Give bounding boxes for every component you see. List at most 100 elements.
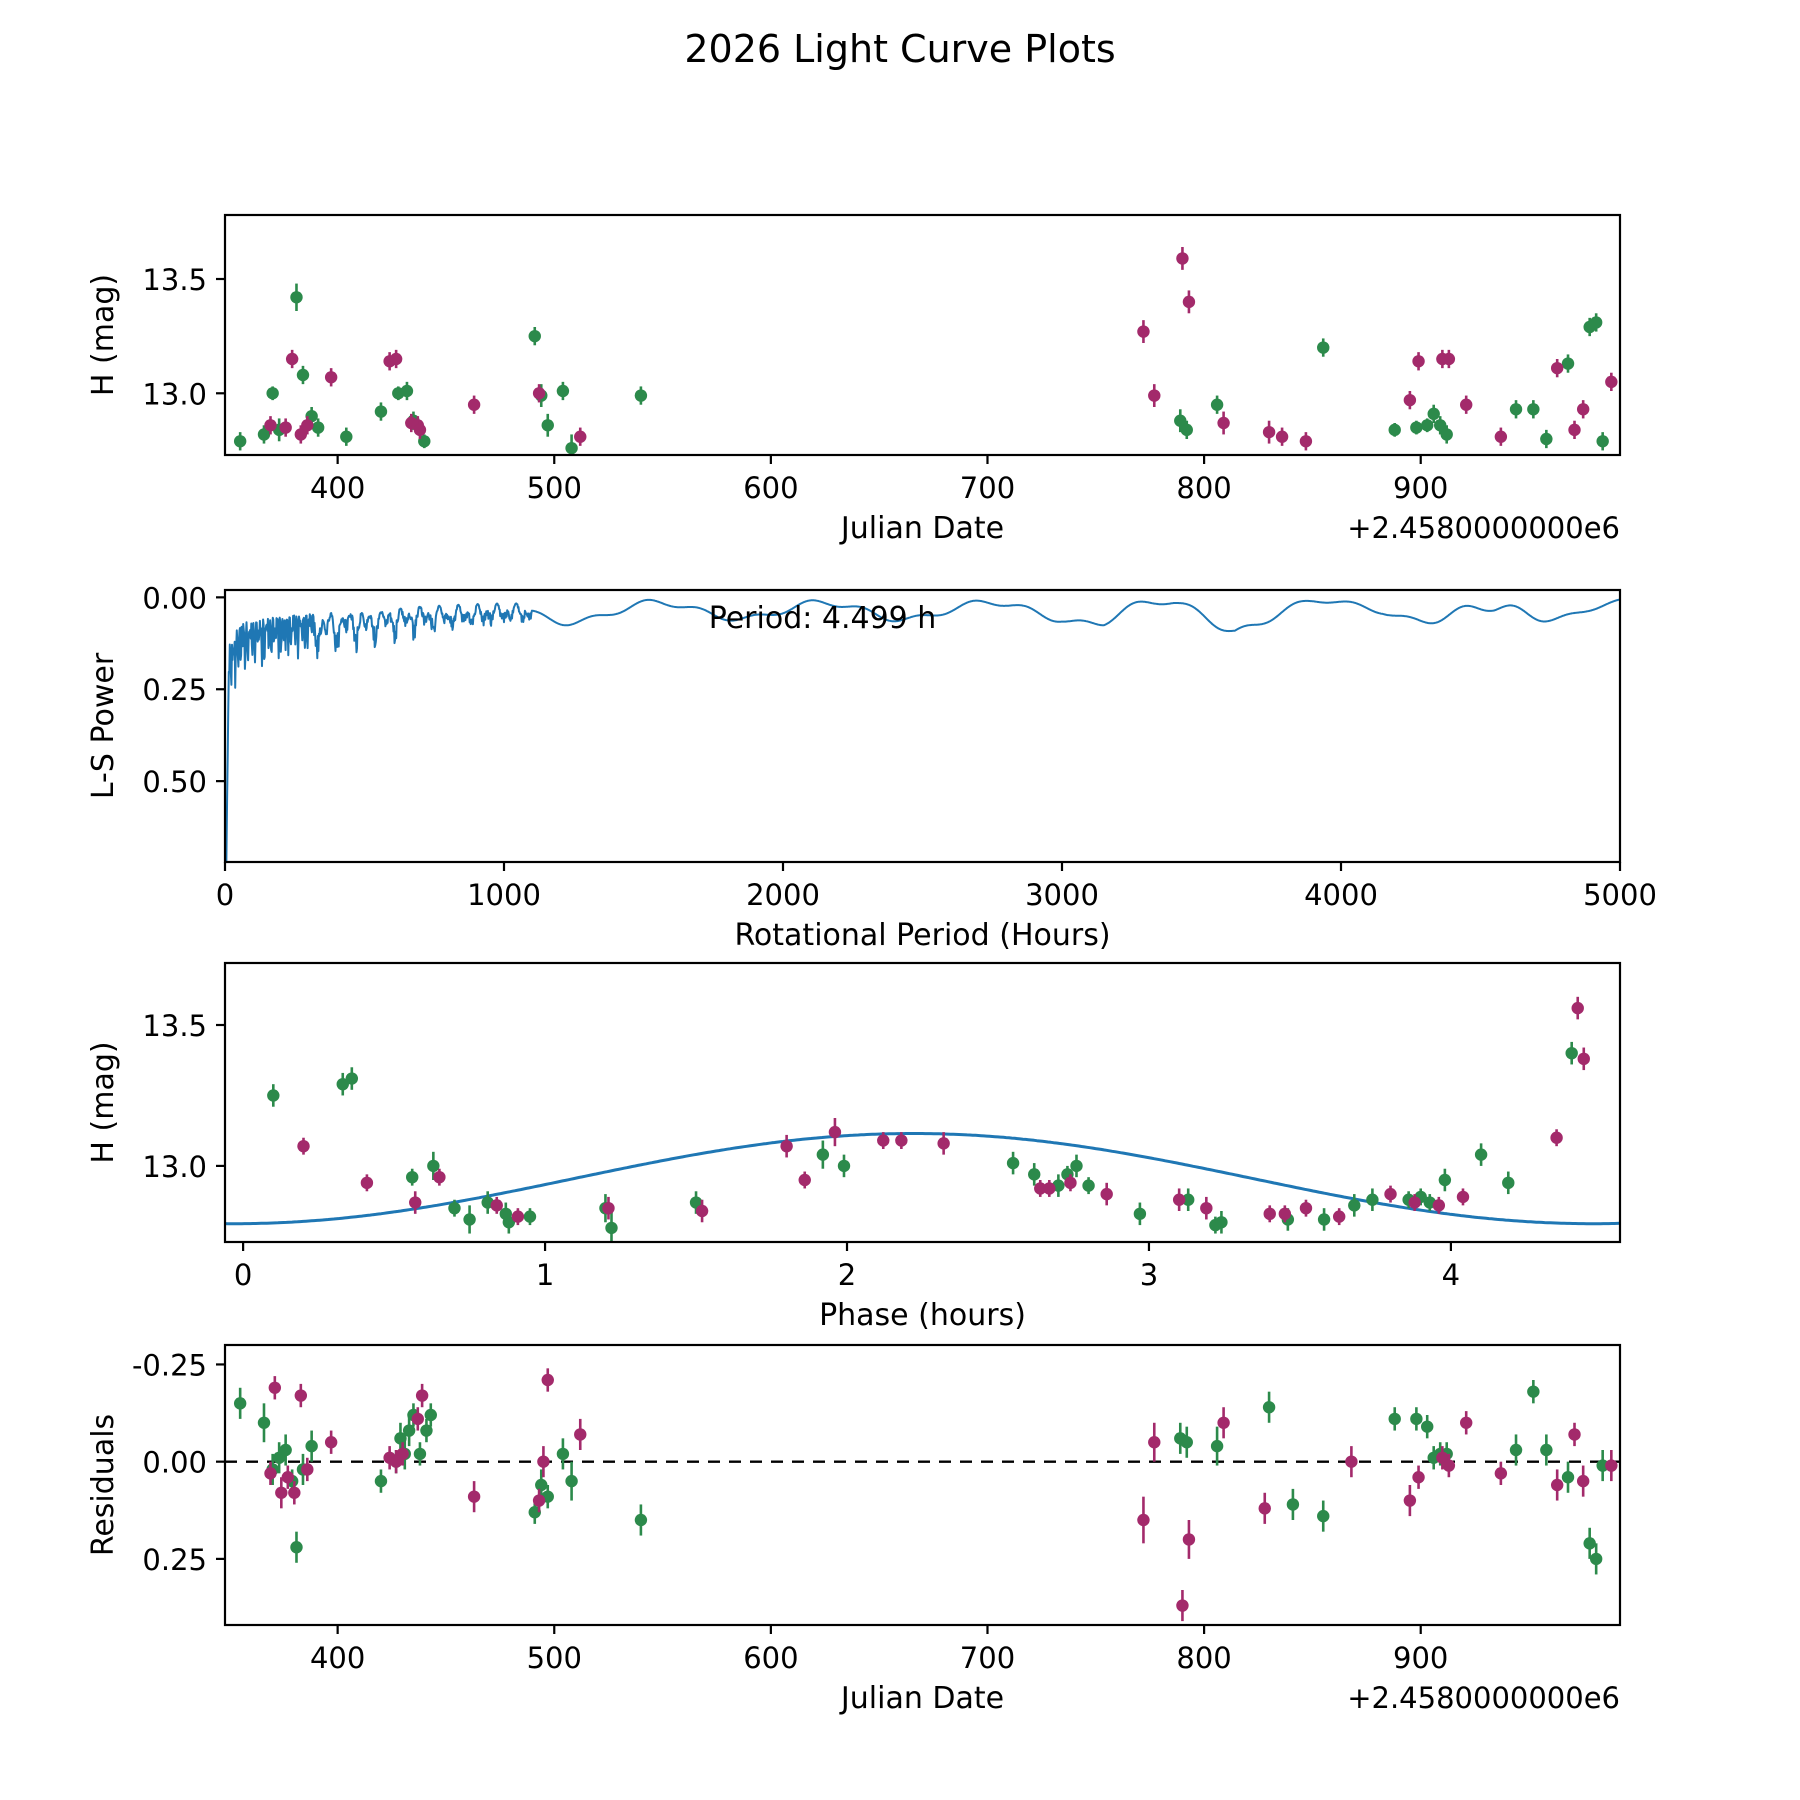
x-tick-label: 700 bbox=[960, 1641, 1015, 1675]
data-point bbox=[1421, 419, 1434, 432]
data-point bbox=[1258, 1502, 1271, 1515]
data-point bbox=[1550, 1478, 1564, 1492]
data-point bbox=[1605, 1459, 1618, 1472]
data-point bbox=[296, 368, 310, 382]
series-magenta bbox=[264, 1368, 1618, 1622]
x-axis-label: Phase (hours) bbox=[819, 1298, 1026, 1333]
data-point bbox=[1137, 1513, 1150, 1527]
data-point bbox=[1576, 403, 1590, 416]
data-point bbox=[301, 419, 314, 432]
x-axis-label: Julian Date bbox=[839, 511, 1004, 546]
series-green bbox=[233, 283, 1609, 455]
data-point bbox=[490, 1199, 503, 1212]
series-magenta bbox=[264, 247, 1618, 451]
data-point bbox=[780, 1139, 793, 1153]
data-point bbox=[374, 405, 388, 418]
data-point bbox=[1148, 1436, 1161, 1449]
data-point bbox=[1509, 403, 1523, 416]
data-point bbox=[523, 1210, 537, 1223]
data-point bbox=[556, 1447, 570, 1461]
y-tick-label: 13.5 bbox=[142, 263, 207, 297]
panel-lightcurve: 400 500 600 700 800 900 13.5 13.0 Julian Date H (… bbox=[86, 213, 1622, 546]
data-point bbox=[294, 428, 308, 441]
panel-phasefold: 0 1 2 3 4 13.5 13.0 Phase (hours) H (mag) bbox=[86, 961, 1622, 1333]
data-point bbox=[828, 1125, 842, 1139]
data-point bbox=[1412, 355, 1425, 368]
data-point bbox=[257, 428, 271, 441]
x-tick-label: 700 bbox=[960, 471, 1015, 505]
x-tick-label: 2000 bbox=[746, 878, 820, 912]
x-tick-label: 900 bbox=[1393, 1641, 1448, 1675]
plot-area-periodogram bbox=[225, 598, 1620, 862]
data-point bbox=[1317, 1213, 1331, 1226]
data-point bbox=[311, 421, 325, 434]
data-point bbox=[324, 1436, 338, 1449]
data-point bbox=[264, 419, 277, 432]
data-point bbox=[565, 1474, 578, 1488]
data-point bbox=[1180, 423, 1193, 437]
data-point bbox=[1100, 1187, 1113, 1201]
data-point bbox=[1082, 1179, 1095, 1192]
data-point bbox=[360, 1176, 374, 1190]
data-point bbox=[1262, 1401, 1276, 1414]
data-point bbox=[1403, 1494, 1417, 1507]
data-point bbox=[275, 1486, 288, 1499]
data-point bbox=[297, 1139, 310, 1153]
data-point bbox=[1278, 1207, 1292, 1221]
sinusoid-fit-line bbox=[225, 1132, 1620, 1226]
data-point bbox=[290, 291, 303, 304]
data-point bbox=[1589, 1552, 1603, 1566]
data-point bbox=[1410, 421, 1423, 434]
data-point bbox=[1172, 1193, 1186, 1206]
data-point bbox=[877, 1134, 890, 1147]
data-point bbox=[467, 398, 481, 411]
data-point bbox=[1388, 1412, 1401, 1426]
data-point bbox=[290, 1541, 303, 1554]
data-point bbox=[1540, 1443, 1553, 1457]
y-tick-label: 0.25 bbox=[142, 1543, 207, 1577]
data-point bbox=[1210, 1439, 1224, 1453]
y-tick-label: 0.50 bbox=[142, 765, 207, 799]
data-point bbox=[1317, 1509, 1330, 1523]
data-point bbox=[1182, 295, 1196, 309]
data-point bbox=[798, 1173, 811, 1187]
data-point bbox=[695, 1204, 709, 1218]
data-point bbox=[1571, 1001, 1584, 1015]
y-axis-label: H (mag) bbox=[86, 274, 121, 396]
data-point bbox=[279, 1443, 292, 1457]
y-tick-label: -0.25 bbox=[132, 1348, 207, 1382]
y-axis-label: Residuals bbox=[86, 1414, 121, 1556]
periodogram-line bbox=[225, 598, 1620, 862]
data-point bbox=[406, 1170, 419, 1184]
data-point bbox=[1438, 1173, 1452, 1187]
data-point bbox=[1262, 425, 1276, 439]
data-point bbox=[937, 1137, 950, 1150]
data-point bbox=[409, 1196, 422, 1209]
figure-title: 2026 Light Curve Plots bbox=[684, 27, 1115, 71]
data-point bbox=[301, 1463, 314, 1476]
data-point bbox=[1434, 419, 1447, 432]
data-point bbox=[1605, 375, 1618, 389]
data-point bbox=[1006, 1156, 1020, 1170]
series-green bbox=[267, 1041, 1578, 1242]
data-point bbox=[389, 352, 403, 366]
x-tick-label: 500 bbox=[527, 471, 582, 505]
data-point bbox=[1210, 398, 1224, 411]
data-point bbox=[541, 419, 554, 432]
x-tick-label: 4000 bbox=[1304, 878, 1378, 912]
data-point bbox=[1442, 352, 1456, 366]
y-tick-label: 0.25 bbox=[142, 673, 207, 707]
data-point bbox=[340, 430, 353, 443]
data-point bbox=[1384, 1187, 1397, 1201]
x-tick-label: 800 bbox=[1176, 1641, 1231, 1675]
data-point bbox=[1460, 398, 1473, 411]
x-tick-label: 1 bbox=[536, 1258, 554, 1292]
x-tick-label: 4 bbox=[1442, 1258, 1460, 1292]
data-point bbox=[336, 1077, 349, 1091]
data-point bbox=[1070, 1159, 1083, 1173]
axes-frame bbox=[223, 588, 1622, 864]
y-tick-label: 13.0 bbox=[142, 377, 207, 411]
